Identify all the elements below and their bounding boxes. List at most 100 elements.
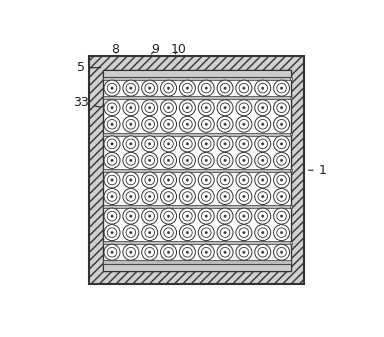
- Circle shape: [123, 244, 139, 260]
- Circle shape: [164, 139, 173, 149]
- Circle shape: [149, 106, 151, 109]
- Circle shape: [123, 136, 139, 152]
- Circle shape: [255, 152, 271, 168]
- Circle shape: [217, 244, 233, 260]
- Circle shape: [205, 251, 207, 253]
- Circle shape: [145, 247, 154, 257]
- Circle shape: [104, 172, 120, 188]
- Circle shape: [202, 247, 211, 257]
- Circle shape: [186, 159, 189, 161]
- Circle shape: [179, 80, 195, 96]
- Circle shape: [258, 228, 268, 238]
- Circle shape: [217, 152, 233, 168]
- Circle shape: [220, 103, 230, 113]
- Circle shape: [145, 119, 154, 129]
- Circle shape: [149, 179, 151, 181]
- Circle shape: [239, 228, 249, 238]
- Circle shape: [142, 80, 158, 96]
- Circle shape: [243, 106, 245, 109]
- Circle shape: [255, 244, 271, 260]
- Circle shape: [161, 152, 177, 168]
- Circle shape: [262, 215, 264, 217]
- Circle shape: [202, 228, 211, 238]
- Circle shape: [273, 188, 290, 205]
- Circle shape: [273, 152, 290, 168]
- Circle shape: [220, 247, 230, 257]
- Circle shape: [142, 244, 158, 260]
- Circle shape: [220, 192, 230, 201]
- Circle shape: [149, 195, 151, 198]
- Circle shape: [258, 192, 268, 201]
- Circle shape: [186, 179, 189, 181]
- Circle shape: [258, 139, 268, 149]
- Circle shape: [224, 179, 226, 181]
- Circle shape: [107, 175, 117, 185]
- Bar: [103, 77, 291, 80]
- Circle shape: [104, 116, 120, 132]
- Circle shape: [277, 119, 286, 129]
- Circle shape: [239, 175, 249, 185]
- Circle shape: [280, 179, 283, 181]
- Circle shape: [202, 139, 211, 149]
- Circle shape: [239, 156, 249, 165]
- Circle shape: [126, 103, 136, 113]
- Circle shape: [182, 247, 192, 257]
- Circle shape: [145, 228, 154, 238]
- Circle shape: [142, 172, 158, 188]
- Circle shape: [104, 152, 120, 168]
- Circle shape: [224, 143, 226, 145]
- Circle shape: [236, 116, 252, 132]
- Circle shape: [280, 232, 283, 234]
- Circle shape: [179, 116, 195, 132]
- Circle shape: [179, 188, 195, 205]
- Circle shape: [104, 208, 120, 224]
- Circle shape: [182, 175, 192, 185]
- Circle shape: [239, 211, 249, 221]
- Circle shape: [243, 251, 245, 253]
- Circle shape: [277, 156, 286, 165]
- Circle shape: [164, 192, 173, 201]
- Circle shape: [255, 136, 271, 152]
- Circle shape: [220, 156, 230, 165]
- Circle shape: [262, 195, 264, 198]
- Circle shape: [262, 179, 264, 181]
- Circle shape: [243, 143, 245, 145]
- Bar: [103, 96, 291, 99]
- Bar: [290, 97, 293, 99]
- Circle shape: [130, 179, 132, 181]
- Circle shape: [236, 100, 252, 116]
- Circle shape: [104, 100, 120, 116]
- Circle shape: [107, 192, 117, 201]
- Circle shape: [126, 247, 136, 257]
- Circle shape: [277, 139, 286, 149]
- Circle shape: [111, 215, 113, 217]
- Circle shape: [280, 215, 283, 217]
- Bar: [103, 132, 291, 135]
- Circle shape: [107, 139, 117, 149]
- Circle shape: [104, 136, 120, 152]
- Circle shape: [239, 192, 249, 201]
- Circle shape: [161, 225, 177, 241]
- Circle shape: [186, 123, 189, 125]
- Circle shape: [224, 106, 226, 109]
- Circle shape: [111, 123, 113, 125]
- Circle shape: [280, 87, 283, 89]
- Circle shape: [224, 251, 226, 253]
- Bar: [103, 264, 291, 271]
- Circle shape: [179, 136, 195, 152]
- Circle shape: [142, 188, 158, 205]
- Circle shape: [273, 172, 290, 188]
- Bar: [103, 69, 291, 77]
- Circle shape: [107, 211, 117, 221]
- Circle shape: [280, 251, 283, 253]
- Circle shape: [198, 80, 214, 96]
- Circle shape: [161, 188, 177, 205]
- Circle shape: [167, 232, 170, 234]
- Circle shape: [107, 119, 117, 129]
- Circle shape: [111, 87, 113, 89]
- Circle shape: [149, 251, 151, 253]
- Circle shape: [217, 172, 233, 188]
- Circle shape: [126, 83, 136, 93]
- Circle shape: [145, 156, 154, 165]
- Circle shape: [220, 175, 230, 185]
